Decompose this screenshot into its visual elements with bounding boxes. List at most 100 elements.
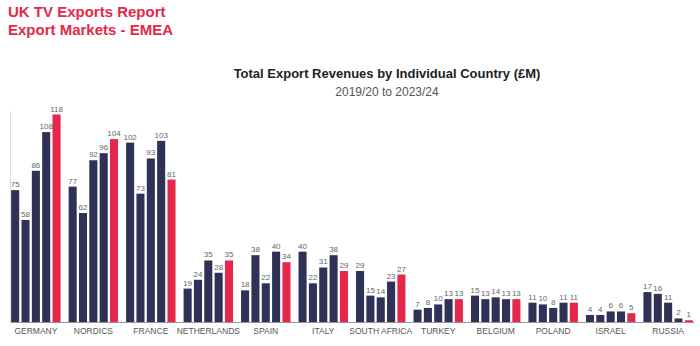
x-tick: FRANCE <box>133 322 168 336</box>
bar <box>664 303 672 322</box>
bar <box>481 299 489 322</box>
x-tick: RUSSIA <box>652 322 684 336</box>
bar <box>674 318 682 322</box>
data-label: 92 <box>89 150 98 159</box>
bar <box>79 213 87 322</box>
x-tick-label: ITALY <box>312 326 335 336</box>
data-label: 24 <box>194 270 203 279</box>
x-axis-line <box>11 322 695 323</box>
x-tick: ITALY <box>312 322 335 336</box>
bar <box>194 280 202 322</box>
bar <box>685 320 693 322</box>
bar <box>539 304 547 322</box>
bar <box>340 271 348 322</box>
data-label: 28 <box>214 263 223 272</box>
bar <box>528 303 536 322</box>
x-tick-label: ISRAEL <box>596 326 627 336</box>
data-label: 13 <box>454 289 463 298</box>
data-label: 13 <box>481 289 490 298</box>
data-label: 5 <box>629 303 634 312</box>
bar <box>136 194 144 322</box>
data-label: 93 <box>146 148 155 157</box>
bar <box>319 267 327 322</box>
bar <box>204 260 212 322</box>
x-tick: TURKEY <box>421 322 456 336</box>
bar <box>356 271 364 322</box>
x-tick: GERMANY <box>14 322 57 336</box>
bar <box>627 313 635 322</box>
x-tick-label: FRANCE <box>133 326 168 336</box>
bar <box>215 273 223 322</box>
data-label: 108 <box>40 122 54 131</box>
data-label: 2 <box>676 308 681 317</box>
bar <box>596 315 604 322</box>
data-label: 40 <box>298 242 307 251</box>
header-text: UK TV Exports Report <box>8 3 166 20</box>
x-tick-label: BELGIUM <box>477 326 515 336</box>
title: Total Export Revenues by Individual Coun… <box>234 66 541 81</box>
data-label: 40 <box>272 242 281 251</box>
data-label: 27 <box>397 265 406 274</box>
x-tick-label: GERMANY <box>14 326 57 336</box>
x-tick-label: SPAIN <box>253 326 278 336</box>
y-axis-line <box>10 112 11 323</box>
bar <box>434 304 442 322</box>
bar <box>397 275 405 322</box>
bar <box>147 158 155 322</box>
bar <box>617 311 625 322</box>
bar <box>42 132 50 322</box>
data-label: 73 <box>136 184 145 193</box>
data-label: 29 <box>356 261 365 270</box>
plot: 7577102191840297151141758627324382215813… <box>11 105 695 337</box>
data-label: 6 <box>608 301 613 310</box>
x-tick: POLAND <box>536 322 571 336</box>
bar <box>89 160 97 322</box>
data-label: 8 <box>551 298 556 307</box>
data-label: 14 <box>376 287 385 296</box>
data-label: 103 <box>154 131 168 140</box>
bar <box>309 283 317 322</box>
bar <box>262 283 270 322</box>
data-labels: 7577102191840297151141758627324382215813… <box>11 105 692 320</box>
bar <box>424 308 432 322</box>
data-label: 58 <box>21 210 30 219</box>
data-label: 96 <box>99 143 108 152</box>
bar <box>377 297 385 322</box>
bar <box>69 187 77 322</box>
x-axis: GERMANY NORDICS FRANCE NETHERLANDS SPAIN ITAL… <box>11 322 695 336</box>
data-label: 18 <box>241 280 250 289</box>
data-label: 19 <box>183 279 192 288</box>
bar <box>11 190 19 322</box>
data-label: 38 <box>251 245 260 254</box>
bar <box>445 299 453 322</box>
bar <box>570 303 578 322</box>
bars <box>11 115 693 322</box>
bar <box>414 310 422 322</box>
bar <box>502 299 510 322</box>
data-label: 13 <box>512 289 521 298</box>
x-tick-label: NETHERLANDS <box>177 326 241 336</box>
data-label: 23 <box>387 272 396 281</box>
bar <box>654 294 662 322</box>
x-tick: SOUTH AFRICA <box>349 322 412 336</box>
bar <box>559 303 567 322</box>
bar <box>241 290 249 322</box>
data-label: 29 <box>339 261 348 270</box>
bar <box>607 311 615 322</box>
data-label: 8 <box>426 298 431 307</box>
data-label: 11 <box>528 293 537 302</box>
data-label: 10 <box>538 294 547 303</box>
bar <box>167 180 175 322</box>
data-label: 35 <box>204 250 213 259</box>
data-label: 15 <box>366 286 375 295</box>
bar <box>492 297 500 322</box>
data-label: 62 <box>79 203 88 212</box>
data-label: 6 <box>619 301 624 310</box>
bar <box>32 171 40 322</box>
bar <box>299 252 307 322</box>
data-label: 4 <box>588 305 593 314</box>
x-tick-label: NORDICS <box>74 326 114 336</box>
data-label: 15 <box>471 286 480 295</box>
header-text: Export Markets - EMEA <box>8 21 173 38</box>
bar <box>471 296 479 322</box>
